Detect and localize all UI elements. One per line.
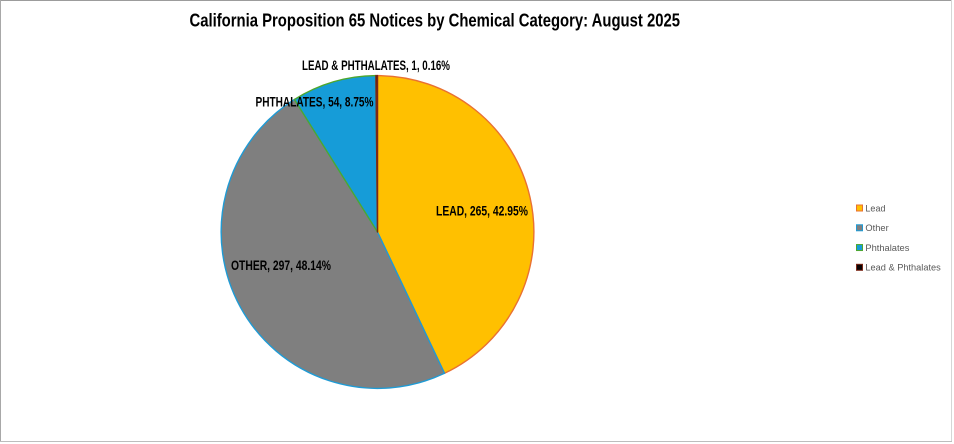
- svg-text:LEAD, 265, 42.95%: LEAD, 265, 42.95%: [436, 203, 528, 218]
- svg-text:Lead: Lead: [865, 203, 885, 214]
- svg-text:LEAD & PHTHALATES, 1, 0.16%: LEAD & PHTHALATES, 1, 0.16%: [302, 58, 450, 73]
- svg-text:Other: Other: [865, 223, 889, 234]
- svg-text:OTHER, 297, 48.14%: OTHER, 297, 48.14%: [231, 258, 331, 273]
- svg-text:Phthalates: Phthalates: [865, 243, 909, 254]
- svg-text:California Proposition 65 Noti: California Proposition 65 Notices by Che…: [190, 10, 681, 30]
- svg-text:PHTHALATES, 54, 8.75%: PHTHALATES, 54, 8.75%: [256, 94, 374, 109]
- svg-text:Lead & Phthalates: Lead & Phthalates: [865, 263, 941, 274]
